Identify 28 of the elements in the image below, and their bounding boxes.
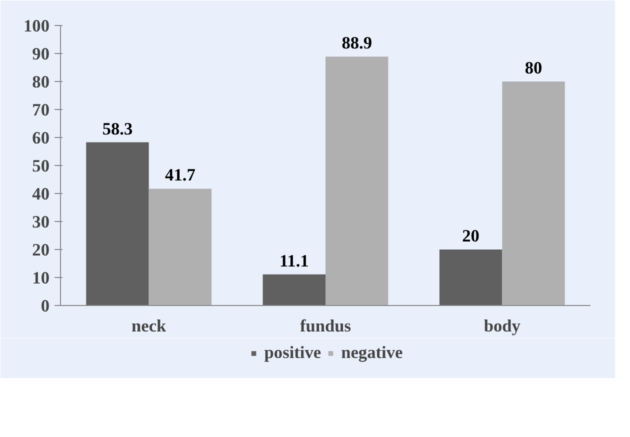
data-label: 11.1 [279, 251, 309, 270]
bar [439, 250, 502, 306]
x-tick-label: neck [132, 316, 167, 336]
data-label: 80 [524, 58, 542, 78]
data-label: 41.7 [165, 166, 196, 185]
legend-label: positive [264, 343, 322, 363]
y-tick-label: 70 [32, 100, 50, 120]
y-tick-label: 10 [32, 268, 50, 288]
y-tick-label: 60 [32, 128, 50, 148]
data-label: 88.9 [342, 34, 372, 53]
data-label: 20 [462, 226, 480, 246]
y-tick-label: 0 [40, 296, 50, 316]
y-tick-label: 30 [32, 212, 50, 232]
bar [502, 82, 565, 306]
y-tick-label: 50 [32, 156, 50, 176]
legend-label: negative [341, 343, 403, 363]
x-tick-label: fundus [300, 316, 352, 336]
y-tick-label: 90 [32, 44, 50, 64]
y-tick-label: 20 [32, 240, 50, 260]
bar [148, 188, 212, 306]
bar [262, 274, 326, 306]
y-tick-label: 100 [24, 16, 50, 36]
x-tick-label: body [484, 316, 521, 336]
bar [86, 142, 149, 306]
bar [326, 56, 388, 306]
y-tick-label: 80 [32, 72, 50, 92]
data-label: 58.3 [102, 119, 133, 138]
y-tick-label: 40 [32, 184, 50, 204]
